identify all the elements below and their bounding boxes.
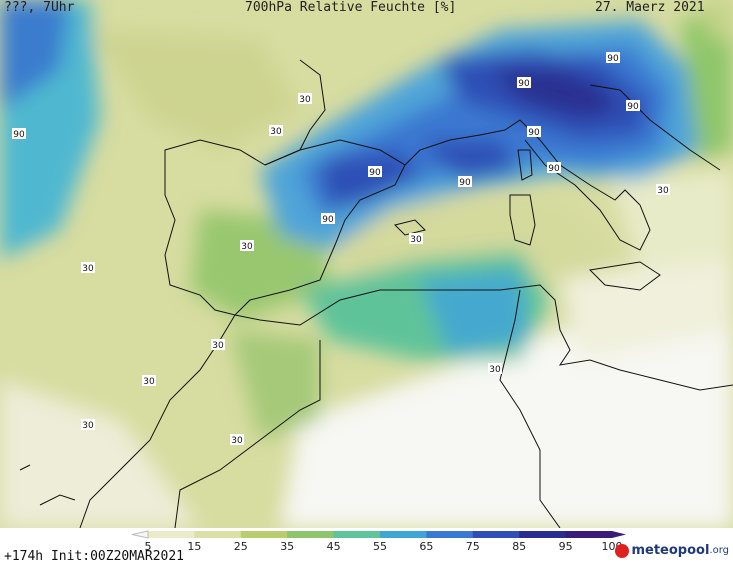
contour-label: 90	[12, 128, 26, 140]
adriatic-coast	[589, 84, 721, 171]
logo-icon	[615, 543, 630, 558]
contour-label: 90	[321, 213, 335, 225]
contour-label: 90	[517, 77, 531, 89]
contour-label: 30	[269, 125, 283, 137]
svg-text:30: 30	[143, 377, 155, 387]
svg-text:90: 90	[369, 168, 381, 178]
contour-label: 30	[656, 184, 670, 196]
color-legend: 5 15 25 35 45 55 65 75 85 95 100	[0, 528, 733, 566]
legend-swatch	[148, 531, 195, 538]
run-info: +174h Init:00Z20MAR2021	[4, 549, 185, 564]
logo-suffix: .org	[709, 545, 729, 556]
header-date: 27. Maerz 2021	[595, 0, 705, 15]
french-med-coast	[404, 129, 506, 166]
canary	[19, 464, 76, 506]
spain-france-border	[264, 149, 301, 166]
contour-label: 30	[298, 93, 312, 105]
sardinia	[509, 194, 536, 246]
contour-label: 30	[81, 419, 95, 431]
svg-text:90: 90	[322, 215, 334, 225]
legend-swatch	[519, 531, 567, 538]
contour-label: 30	[230, 434, 244, 446]
svg-text:30: 30	[410, 235, 422, 245]
legend-arrow-left	[131, 530, 149, 539]
contour-label: 30	[240, 240, 254, 252]
legend-arrow-right	[612, 531, 626, 538]
svg-text:90: 90	[607, 54, 619, 64]
legend-swatch	[240, 531, 288, 538]
contour-label: 90	[527, 126, 541, 138]
legend-swatch	[287, 531, 335, 538]
contour-label: 90	[628, 98, 642, 110]
corsica	[517, 149, 533, 181]
legend-tick-label: 75	[466, 540, 480, 553]
contour-labels: 90 90 90 90 90 90 90 90 90 90 30 30 30 3…	[12, 52, 670, 446]
italy-coast	[504, 119, 651, 251]
contour-label: 30	[488, 363, 502, 375]
svg-text:30: 30	[212, 341, 224, 351]
svg-text:90: 90	[459, 178, 471, 188]
svg-text:30: 30	[489, 365, 501, 375]
contour-label: 90	[626, 100, 640, 112]
legend-swatch	[472, 531, 520, 538]
humidity-map: 90 90 90 90 90 90 90 90 90 90 30 30 30 3…	[0, 0, 733, 528]
legend-tick-label: 45	[327, 540, 341, 553]
svg-text:90: 90	[518, 79, 530, 89]
legend-tick-label: 5	[145, 540, 152, 553]
legend-swatch	[380, 531, 427, 538]
legend-tick-label: 35	[280, 540, 294, 553]
header-left: ???, 7Uhr	[4, 0, 75, 15]
legend-tick-label: 55	[373, 540, 387, 553]
logo-text: meteopool	[631, 543, 710, 558]
svg-text:30: 30	[82, 421, 94, 431]
balearic	[394, 219, 426, 236]
contour-label: 30	[81, 262, 95, 274]
algeria-border	[174, 340, 321, 528]
svg-text:30: 30	[241, 242, 253, 252]
legend-swatch	[426, 531, 474, 538]
svg-text:30: 30	[82, 264, 94, 274]
map-title: 700hPa Relative Feuchte [%]	[245, 0, 457, 15]
tunisia-border	[499, 289, 561, 528]
contour-label: 30	[211, 339, 225, 351]
contour-label: 90	[368, 166, 382, 178]
svg-text:30: 30	[657, 186, 669, 196]
svg-text:90: 90	[13, 130, 25, 140]
legend-bar: 5 15 25 35 45 55 65 75 85 95 100	[131, 530, 626, 553]
svg-text:30: 30	[299, 95, 311, 105]
svg-text:30: 30	[231, 436, 243, 446]
legend-tick-label: 25	[234, 540, 248, 553]
svg-text:90: 90	[548, 164, 560, 174]
legend-swatch	[333, 531, 381, 538]
legend-tick-label: 95	[559, 540, 573, 553]
svg-text:90: 90	[627, 102, 639, 112]
contour-label: 90	[606, 52, 620, 64]
svg-text:90: 90	[528, 128, 540, 138]
africa-coast	[234, 284, 733, 391]
contour-label: 90	[458, 176, 472, 188]
contour-label: 90	[547, 162, 561, 174]
legend-tick-label: 85	[512, 540, 526, 553]
svg-text:30: 30	[270, 127, 282, 137]
coastlines	[19, 59, 733, 528]
legend-swatch	[194, 531, 242, 538]
france-coast	[299, 59, 326, 151]
sicily	[588, 261, 661, 291]
legend-tick-label: 65	[419, 540, 433, 553]
contour-label: 30	[409, 233, 423, 245]
legend-tick-label: 15	[187, 540, 201, 553]
legend-swatch	[565, 531, 613, 538]
contour-label: 30	[142, 375, 156, 387]
meteopool-logo: meteopool .org	[615, 543, 729, 558]
